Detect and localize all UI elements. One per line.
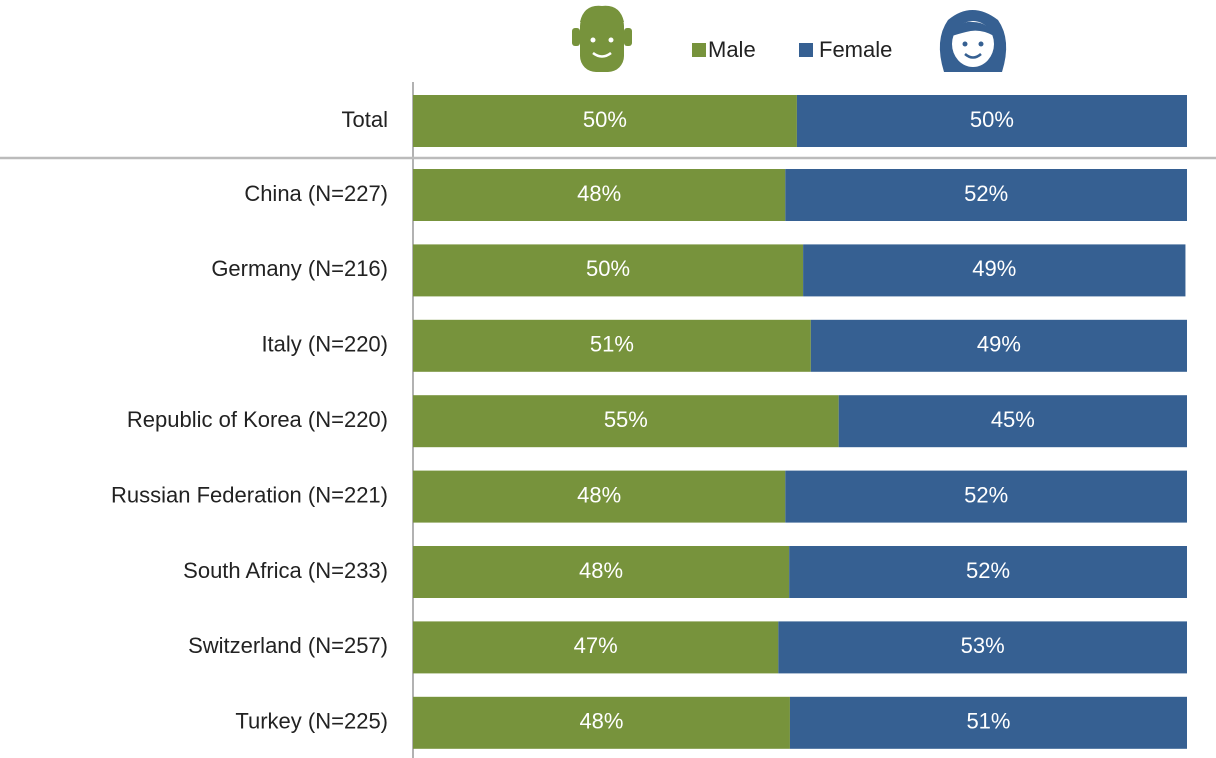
- y-tick-label: Russian Federation (N=221): [111, 482, 388, 507]
- bar-segment: [803, 244, 1186, 297]
- value-label: 49%: [977, 332, 1021, 357]
- y-tick-label: Republic of Korea (N=220): [127, 407, 388, 432]
- bar-segment: [413, 244, 804, 297]
- male-icon: [572, 5, 632, 72]
- y-tick-label: China (N=227): [244, 181, 388, 206]
- legend-label: Female: [819, 37, 892, 62]
- bar-segment: [778, 621, 1187, 674]
- bar-segment: [838, 395, 1187, 448]
- legend-label: Male: [708, 37, 756, 62]
- bar-segment: [785, 470, 1187, 523]
- value-label: 51%: [590, 332, 634, 357]
- value-label: 50%: [970, 107, 1014, 132]
- bar-segment: [789, 696, 1187, 749]
- y-tick-label: Germany (N=216): [211, 256, 388, 281]
- bar-segment: [413, 169, 786, 221]
- y-tick-label: Turkey (N=225): [235, 709, 388, 734]
- female-icon: [939, 10, 1007, 72]
- y-tick-label: Total: [342, 107, 388, 132]
- value-label: 50%: [583, 107, 627, 132]
- bar-segment: [413, 395, 839, 448]
- bar-segment: [413, 696, 790, 749]
- bar-segment: [413, 95, 797, 147]
- y-tick-label: South Africa (N=233): [183, 558, 388, 583]
- y-tick-label: Switzerland (N=257): [188, 633, 388, 658]
- bar-segment: [810, 319, 1187, 372]
- value-label: 52%: [966, 558, 1010, 583]
- bar-segment: [413, 319, 811, 372]
- value-label: 48%: [577, 181, 621, 206]
- value-label: 51%: [966, 709, 1010, 734]
- value-label: 55%: [604, 407, 648, 432]
- bar-segment: [796, 95, 1187, 147]
- legend-swatch: [799, 43, 813, 57]
- value-label: 50%: [586, 256, 630, 281]
- value-label: 53%: [961, 633, 1005, 658]
- y-tick-label: Italy (N=220): [261, 332, 388, 357]
- value-label: 48%: [579, 709, 623, 734]
- bar-segment: [413, 470, 786, 523]
- value-label: 52%: [964, 482, 1008, 507]
- legend-swatch: [692, 43, 706, 57]
- bar-segment: [789, 546, 1187, 598]
- value-label: 45%: [991, 407, 1035, 432]
- value-label: 47%: [574, 633, 618, 658]
- value-label: 48%: [577, 482, 621, 507]
- bar-segment: [785, 169, 1187, 221]
- value-label: 52%: [964, 181, 1008, 206]
- bar-segment: [413, 546, 790, 598]
- value-label: 48%: [579, 558, 623, 583]
- value-label: 49%: [972, 256, 1016, 281]
- bar-segment: [413, 621, 779, 674]
